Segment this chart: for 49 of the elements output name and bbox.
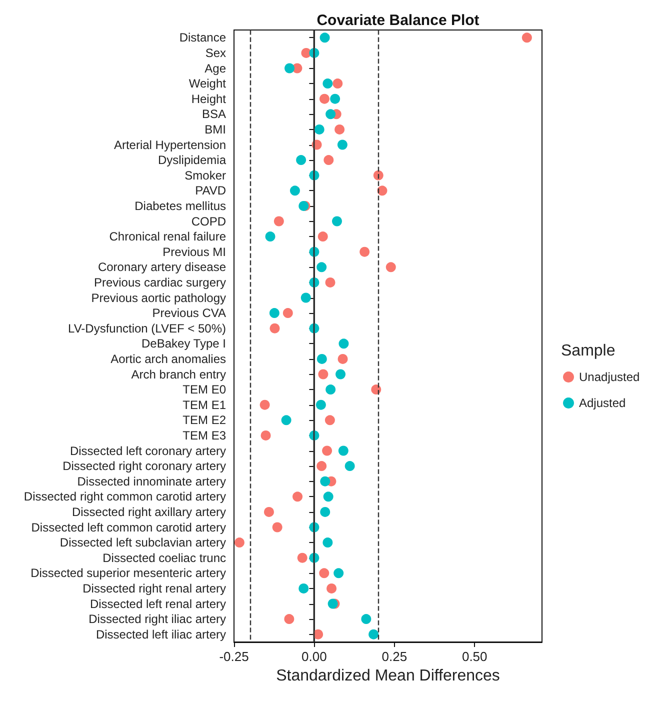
y-tick-label: Dissected superior mesenteric artery [30,566,226,580]
y-tick-label: Smoker [184,168,226,182]
y-tick-label: Dissected right renal artery [82,581,226,596]
y-tick-label: Dissected left renal artery [90,596,226,611]
y-tick-label: Dissected right coronary artery [62,459,226,474]
y-tick-label: Dyslipidemia [158,153,226,168]
y-tick-label: Dissected coeliac trunc [102,550,226,565]
y-tick-label: Coronary artery disease [98,260,226,274]
y-tick-label: TEM E2 [182,413,226,428]
y-tick-label: Chronical renal failure [109,230,226,244]
y-tick-label: TEM E1 [182,398,226,412]
legend-title: Sample [561,342,616,360]
y-tick-label: TEM E3 [182,428,226,442]
y-tick-label: Dissected innominate artery [77,474,226,488]
y-tick-label: Aortic arch anomalies [110,352,226,366]
y-tick-label: COPD [191,214,226,228]
y-tick-label: Previous MI [162,244,226,259]
y-tick-label: LV-Dysfunction (LVEF < 50%) [68,321,226,336]
legend-label: Unadjusted [579,370,640,384]
y-tick-label: Dissected right iliac artery [88,612,226,626]
y-tick-label: Dissected left common carotid artery [31,520,226,534]
chart-title: Covariate Balance Plot [316,12,480,29]
y-tick-label: BSA [202,107,226,122]
x-axis-title: Standardized Mean Differences [276,668,500,684]
y-tick-label: Previous aortic pathology [91,290,226,305]
y-tick-label: BMI [204,122,226,136]
y-tick-label: Dissected right common carotid artery [24,490,226,504]
y-tick-label: Dissected left iliac artery [96,627,226,642]
x-tick-label: 0.50 [462,649,488,664]
y-tick-label: Age [204,61,226,76]
y-tick-label: Previous cardiac surgery [94,275,226,290]
legend-label: Adjusted [579,396,626,410]
x-tick-label: 0.25 [382,649,408,664]
y-tick-label: Dissected right axillary artery [72,504,226,519]
y-tick-label: Distance [179,30,226,45]
y-tick-label: Dissected left subclavian artery [60,536,226,550]
y-tick-label: TEM E0 [182,382,226,397]
y-tick-label: Weight [188,76,227,91]
y-tick-label: Diabetes mellitus [134,198,226,213]
y-tick-label: Height [191,92,227,106]
y-tick-label: Arterial Hypertension [114,138,226,152]
y-tick-label: Dissected left coronary artery [70,444,226,458]
x-tick-label: 0.00 [302,649,327,664]
y-tick-label: Sex [205,46,226,60]
y-tick-label: PAVD [195,184,226,198]
y-tick-label: Previous CVA [152,306,226,320]
y-tick-label: DeBakey Type I [142,336,226,351]
x-tick-label: -0.25 [219,649,249,664]
y-tick-label: Arch branch entry [131,367,226,382]
